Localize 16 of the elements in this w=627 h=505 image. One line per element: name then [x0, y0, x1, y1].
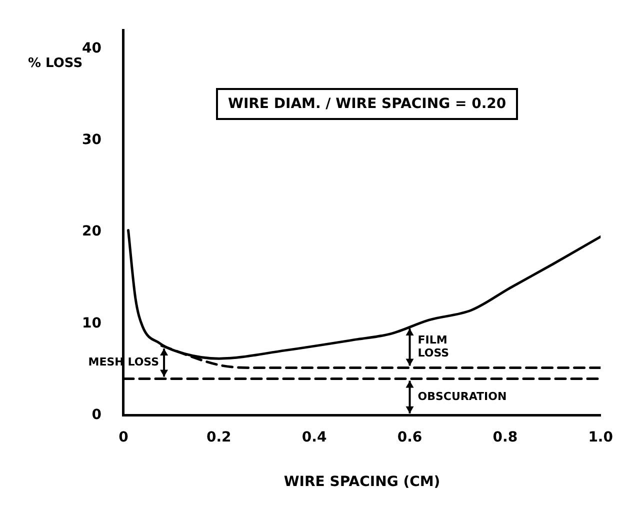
x-tick-label: 0.2: [206, 429, 232, 446]
y-tick-label: 30: [82, 132, 102, 148]
y-tick-label: 20: [82, 224, 102, 240]
annotation: OBSCURATION: [418, 390, 507, 403]
x-tick-label: 0.4: [302, 429, 327, 446]
x-tick-label: 1.0: [588, 429, 614, 446]
y-tick-label: 10: [82, 315, 102, 332]
x-axis-title: WIRE SPACING (CM): [284, 474, 440, 490]
x-tick-label: 0: [118, 429, 129, 446]
x-tick-label: 0.8: [492, 429, 518, 446]
x-tick-label: 0.6: [397, 429, 422, 446]
annotation: WIRE DIAM. / WIRE SPACING = 0.20: [216, 88, 518, 120]
y-tick-label: 40: [82, 40, 102, 56]
annotation: FILM LOSS: [418, 333, 450, 360]
y-tick-label: 0: [92, 407, 102, 424]
y-axis-title: % LOSS: [28, 56, 83, 71]
